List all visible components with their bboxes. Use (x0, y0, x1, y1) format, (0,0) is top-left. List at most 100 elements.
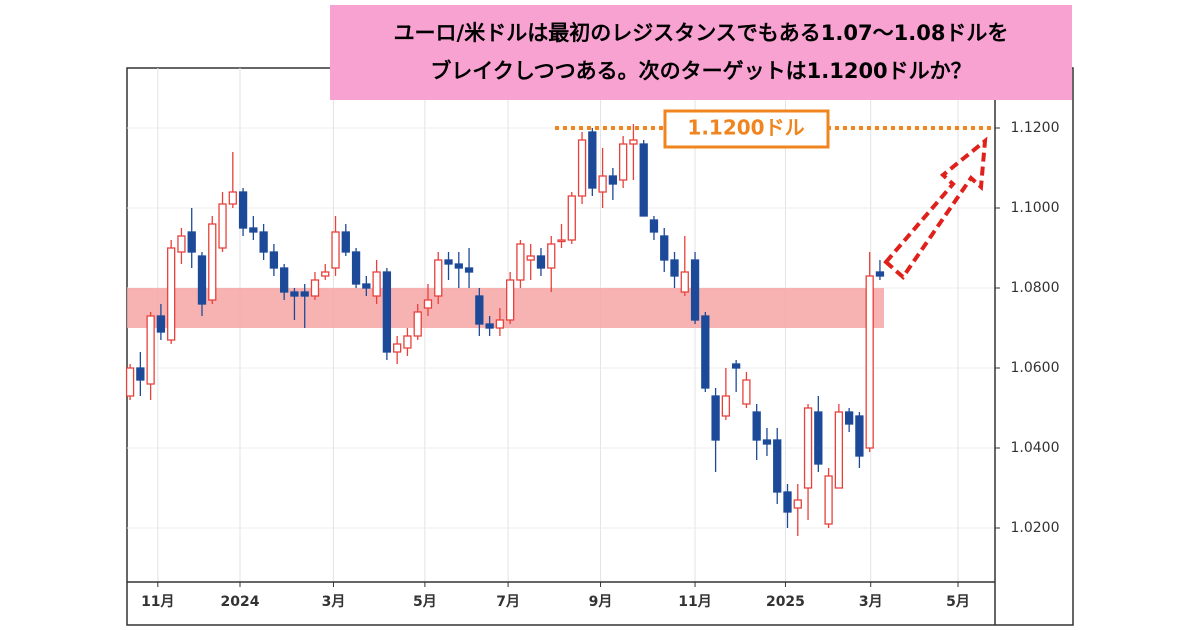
candle-body (228, 191, 237, 205)
candle-body (177, 235, 186, 253)
candle-body (269, 251, 279, 269)
candle-body (136, 367, 145, 381)
y-tick-label: 1.0400 (1011, 440, 1060, 456)
candle-body (721, 395, 731, 417)
plot (125, 124, 885, 536)
candle-body (495, 319, 505, 329)
candle-body (249, 227, 258, 233)
y-tick-label: 1.0800 (1011, 280, 1060, 296)
candle-body (670, 259, 679, 277)
candle-body (208, 223, 217, 301)
candle-body (259, 231, 268, 253)
candle-body (485, 323, 494, 329)
candle-body (290, 291, 299, 297)
x-tick-label: 3月 (859, 594, 883, 610)
candle-body (536, 255, 546, 269)
candle-body (444, 259, 453, 265)
candle-body (372, 271, 381, 297)
candle-body (865, 275, 874, 449)
x-tick-label: 9月 (589, 594, 613, 610)
header-box (330, 5, 1072, 100)
candle-body (187, 231, 196, 253)
title-line: ブレイクしつつある。次のターゲットは1.1200ドルか？ (430, 59, 971, 83)
candle-body (516, 243, 525, 281)
candle-body (711, 395, 720, 441)
target-label-box (663, 109, 830, 149)
resistance-band (127, 288, 884, 328)
candle-body (803, 407, 813, 489)
candle-body (608, 175, 618, 185)
x-tick-label: 7月 (496, 594, 520, 610)
candle-body (423, 299, 433, 309)
y-tick-label: 1.1000 (1011, 200, 1060, 216)
candle-body (526, 255, 535, 261)
candle-body (814, 411, 823, 465)
candle-body (413, 311, 422, 337)
candle-body (742, 379, 751, 405)
x-tick-label: 2025 (766, 594, 805, 610)
candle-body (773, 439, 782, 493)
candle-body (125, 367, 135, 397)
candle-body (434, 259, 443, 297)
chart-frame (126, 67, 1074, 626)
candle-body (475, 295, 484, 325)
candle-body (393, 343, 402, 353)
candle-body (547, 243, 556, 269)
candle-body (382, 271, 392, 353)
candle-body (238, 191, 248, 229)
candle-body (680, 271, 689, 293)
candle-body (567, 195, 576, 241)
candle-body (464, 267, 474, 273)
candle-body (731, 363, 741, 369)
candle-body (280, 267, 289, 293)
candle-body (403, 335, 412, 349)
candle-body (618, 143, 628, 181)
candle-body (855, 415, 864, 457)
target-label: 1.1200ドル (687, 116, 804, 140)
candle-body (331, 231, 340, 269)
candle-body (310, 279, 320, 297)
candle-body (660, 235, 669, 261)
candle-body (506, 279, 515, 321)
candle-body (351, 251, 361, 285)
candle-body (341, 231, 350, 253)
candle-body (197, 255, 207, 305)
candle-body (824, 475, 833, 525)
candle-body (557, 239, 566, 243)
y-tick-label: 1.0200 (1011, 520, 1060, 536)
x-tick-label: 5月 (946, 594, 970, 610)
candle-body (875, 271, 885, 277)
candle-body (834, 411, 844, 489)
candle-body (146, 315, 155, 385)
title-line: ユーロ/米ドルは最初のレジスタンスでもある1.07～1.08ドルを (394, 21, 1009, 45)
y-tick-label: 1.1200 (1011, 120, 1060, 136)
candle-body (577, 139, 587, 197)
x-tick-label: 5月 (413, 594, 437, 610)
candle-body (690, 259, 700, 321)
candle-body (218, 203, 227, 249)
candle-body (793, 499, 802, 509)
candle-body (454, 263, 463, 269)
candle-body (156, 315, 166, 333)
y-tick-label: 1.0600 (1011, 360, 1060, 376)
candle-body (629, 139, 638, 145)
candle-body (598, 175, 607, 193)
candle-body (639, 143, 648, 217)
x-tick-label: 11月 (141, 594, 174, 610)
x-tick-label: 3月 (322, 594, 346, 610)
candle-body (300, 291, 309, 297)
candle-body (588, 131, 597, 189)
candle-body (783, 491, 792, 513)
candle-body (167, 247, 176, 341)
arrow (883, 136, 988, 280)
candle-body (844, 411, 854, 425)
candle-body (701, 315, 710, 389)
candle-body (321, 271, 330, 277)
x-tick-label: 2024 (221, 594, 260, 610)
x-tick-label: 11月 (678, 594, 711, 610)
candle-body (362, 283, 371, 289)
candle-body (752, 411, 761, 441)
candle-body (762, 439, 772, 445)
